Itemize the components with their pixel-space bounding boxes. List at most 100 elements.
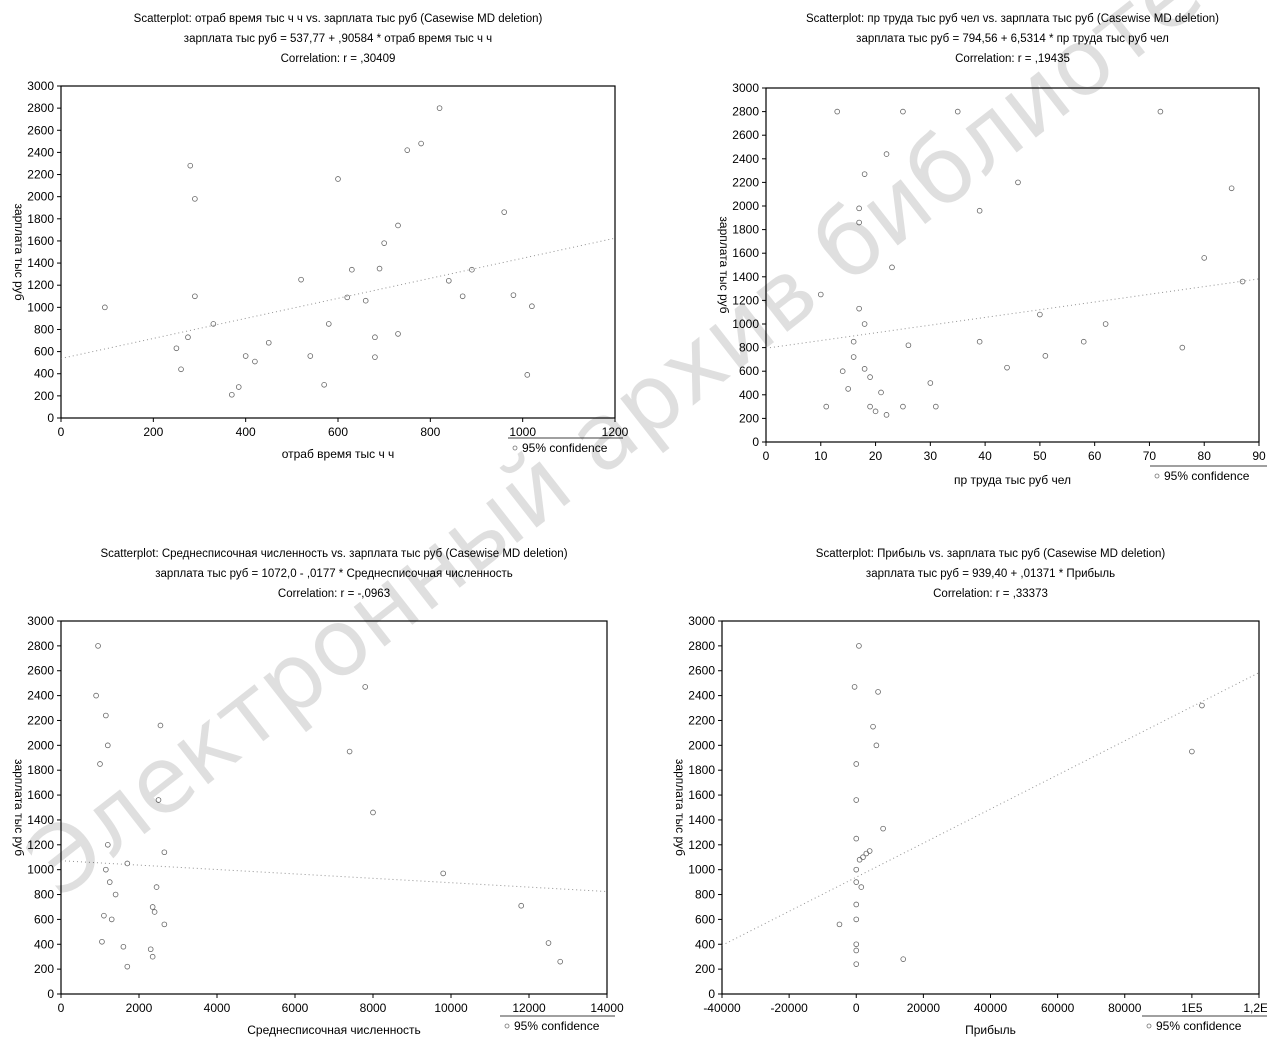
data-point <box>529 303 535 310</box>
data-point <box>112 891 119 898</box>
y-tick-label: 1800 <box>732 223 759 237</box>
data-point <box>858 884 865 890</box>
data-point <box>836 921 843 928</box>
y-tick-label: 1200 <box>732 293 759 307</box>
legend-marker-icon <box>1146 1023 1152 1029</box>
x-tick-label: -40000 <box>703 1001 741 1015</box>
y-tick-label: 3000 <box>27 614 54 628</box>
data-point <box>124 860 131 867</box>
y-tick-label: 2200 <box>732 175 759 189</box>
data-point <box>856 205 862 212</box>
x-tick-label: 2000 <box>126 1001 153 1015</box>
x-axis-label: Среднесписочная численность <box>247 1023 421 1037</box>
data-point <box>856 856 863 863</box>
data-point <box>853 879 860 885</box>
x-tick-label: 0 <box>58 1001 65 1015</box>
x-tick-label: 1200 <box>602 425 629 439</box>
data-point <box>149 953 156 960</box>
legend-label: 95% confidence <box>522 441 608 455</box>
x-tick-label: 40 <box>978 449 992 463</box>
data-point <box>1004 364 1010 371</box>
y-tick-label: 1600 <box>27 234 54 248</box>
x-tick-label: 1E5 <box>1181 1001 1203 1015</box>
data-point <box>853 797 860 803</box>
data-point <box>173 345 180 352</box>
data-point <box>103 712 109 719</box>
data-point <box>436 105 443 111</box>
data-point <box>927 380 934 386</box>
data-point <box>106 879 113 885</box>
x-tick-label: 200 <box>143 425 163 439</box>
data-point <box>823 403 830 410</box>
regression-line <box>721 672 1260 946</box>
data-point <box>349 266 355 273</box>
y-tick-label: 0 <box>708 987 715 1001</box>
x-tick-label: 10 <box>814 449 828 463</box>
data-point <box>1080 338 1087 345</box>
data-point <box>418 140 424 147</box>
y-tick-label: 2000 <box>27 190 54 204</box>
y-tick-label: 1400 <box>27 813 54 827</box>
y-tick-label: 3000 <box>732 81 759 95</box>
y-tick-label: 1600 <box>688 788 715 802</box>
data-point <box>1102 321 1109 327</box>
scatterplot-1: Scatterplot: отраб время тыс ч ч vs. зар… <box>12 13 629 461</box>
data-point <box>1179 344 1186 351</box>
y-tick-label: 1200 <box>27 838 54 852</box>
data-point <box>307 353 314 359</box>
data-point <box>900 108 906 115</box>
data-point <box>1199 702 1205 709</box>
y-tick-label: 2600 <box>27 664 54 678</box>
data-point <box>853 761 860 767</box>
data-point <box>210 321 217 327</box>
y-tick-label: 2400 <box>27 145 54 159</box>
data-point <box>108 916 115 923</box>
data-point <box>99 938 105 945</box>
y-tick-label: 2600 <box>27 123 54 137</box>
y-tick-label: 200 <box>695 962 715 976</box>
data-point <box>147 946 154 953</box>
data-point <box>889 264 895 271</box>
data-point <box>178 366 184 373</box>
data-point <box>524 372 531 378</box>
data-point <box>1042 353 1049 359</box>
y-tick-label: 2000 <box>732 199 759 213</box>
data-point <box>321 381 327 388</box>
y-tick-label: 400 <box>34 937 54 951</box>
x-tick-label: 12000 <box>512 1001 546 1015</box>
data-point <box>933 403 939 410</box>
data-point <box>845 386 851 392</box>
chart-equation: зарплата тыс руб = 939,40 + ,01371 * При… <box>866 568 1115 580</box>
data-point <box>395 331 401 337</box>
y-tick-label: 1000 <box>27 300 54 314</box>
y-tick-label: 200 <box>34 962 54 976</box>
data-point <box>900 403 906 410</box>
scatterplot-2: Scatterplot: пр труда тыс руб чел vs. за… <box>717 13 1267 487</box>
data-point <box>856 305 862 312</box>
plot-frame <box>60 620 608 995</box>
x-tick-label: 800 <box>420 425 440 439</box>
y-tick-label: 1200 <box>27 278 54 292</box>
data-point <box>557 958 563 965</box>
data-point <box>867 403 873 410</box>
chart-equation: зарплата тыс руб = 794,56 + 6,5314 * пр … <box>856 33 1169 45</box>
chart-equation: зарплата тыс руб = 1072,0 - ,0177 * Сред… <box>155 568 513 580</box>
y-axis-label: зарплата тыс руб <box>673 759 687 856</box>
data-point <box>853 866 860 873</box>
data-point <box>867 374 873 380</box>
data-point <box>861 171 868 177</box>
x-axis-label: Прибыль <box>965 1023 1016 1037</box>
data-point <box>344 294 351 301</box>
chart-correlation: Correlation: r = ,19435 <box>955 53 1070 65</box>
data-point <box>853 901 860 908</box>
x-tick-label: 80 <box>1198 449 1212 463</box>
data-point <box>459 293 466 300</box>
legend-label: 95% confidence <box>1164 469 1250 483</box>
data-point <box>853 947 860 954</box>
data-point <box>362 297 369 304</box>
x-tick-label: 1,2E5 <box>1243 1001 1267 1015</box>
x-tick-label: 10000 <box>434 1001 468 1015</box>
x-tick-label: 20 <box>869 449 883 463</box>
x-tick-label: 0 <box>853 1001 860 1015</box>
